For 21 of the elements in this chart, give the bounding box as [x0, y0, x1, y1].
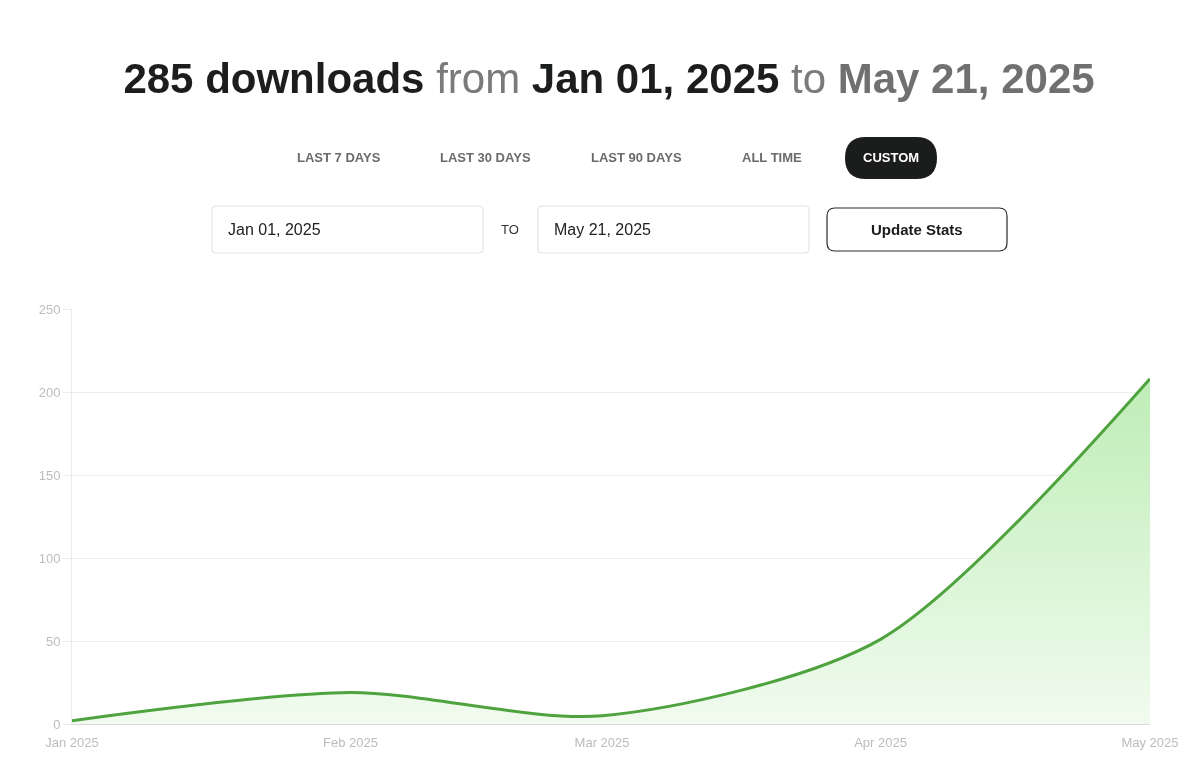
- y-tick-label: 250: [38, 301, 61, 317]
- text: May 21, 2025: [554, 221, 652, 238]
- x-tick-label: Apr 2025: [854, 734, 907, 750]
- text: LAST 30 DAYS: [440, 150, 531, 165]
- y-tick-label: 50: [45, 633, 61, 649]
- y-tick-label: 100: [38, 550, 61, 566]
- y-tick-label: 150: [38, 467, 61, 483]
- x-tick-label: Jan 2025: [45, 734, 99, 750]
- text: Update Stats: [871, 221, 963, 238]
- text: TO: [501, 222, 519, 237]
- text: ALL TIME: [742, 150, 803, 165]
- text: Jan 01, 2025: [228, 221, 321, 238]
- x-tick-label: Feb 2025: [323, 734, 378, 750]
- text: LAST 90 DAYS: [591, 150, 682, 165]
- x-tick-label: Mar 2025: [574, 734, 630, 750]
- y-tick-label: 200: [38, 384, 61, 400]
- y-tick-label: 0: [53, 716, 61, 732]
- chart-title: 285 downloads from Jan 01, 2025 to May 21, 2025: [123, 54, 1095, 102]
- x-tick-label: May 2025: [1121, 734, 1179, 750]
- text: LAST 7 DAYS: [297, 150, 381, 165]
- text: CUSTOM: [863, 150, 920, 165]
